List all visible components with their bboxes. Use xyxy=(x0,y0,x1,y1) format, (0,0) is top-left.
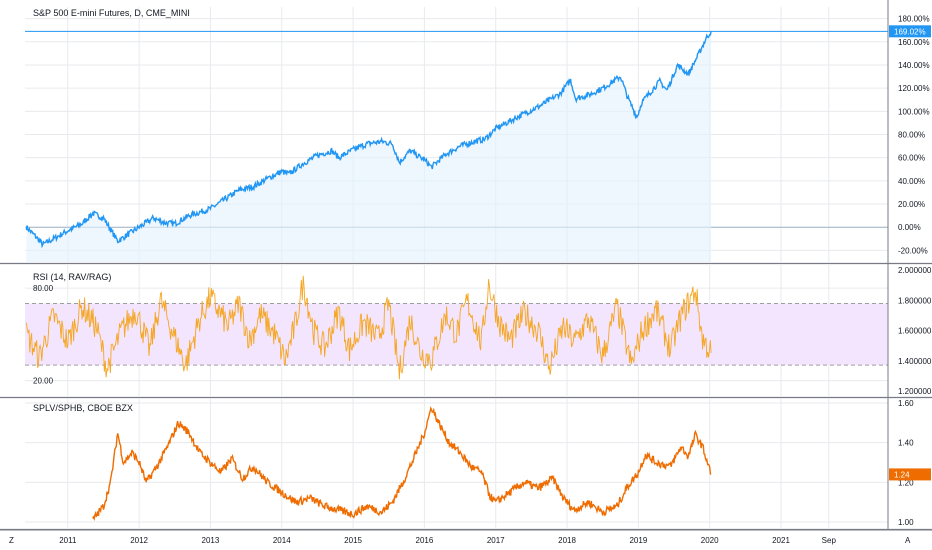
y-tick-label: 20.00% xyxy=(898,200,925,209)
y-tick-label: 140.00% xyxy=(898,61,930,70)
y-tick-label: 1.40 xyxy=(898,439,914,448)
x-tick-label: 2012 xyxy=(130,536,148,545)
x-tick-label: 2017 xyxy=(487,536,505,545)
x-tick-label: 2015 xyxy=(344,536,362,545)
y-tick-label: 80.00% xyxy=(898,131,925,140)
x-tick-label: 2014 xyxy=(273,536,291,545)
rsi-left-tick-label: 80.00 xyxy=(33,284,54,293)
rsi-right-tick-label: 2.000000 xyxy=(898,266,932,275)
y-tick-label: 0.00% xyxy=(898,223,921,232)
y-tick-label: 1.60 xyxy=(898,399,914,408)
rsi-right-tick-label: 1.600000 xyxy=(898,327,932,336)
zoom-button[interactable]: Z xyxy=(9,536,14,545)
y-tick-label: 1.00 xyxy=(898,518,914,527)
y-tick-label: -20.00% xyxy=(898,246,928,255)
last-value-label: 169.02% xyxy=(894,27,926,36)
y-tick-label: 100.00% xyxy=(898,107,930,116)
pane-3-title: SPLV/SPHB, CBOE BZX xyxy=(33,403,133,413)
y-tick-label: 120.00% xyxy=(898,84,930,93)
y-tick-label: 1.20 xyxy=(898,478,914,487)
series-area xyxy=(26,31,712,262)
auto-scale-button[interactable]: A xyxy=(905,536,911,545)
rsi-right-tick-label: 1.400000 xyxy=(898,357,932,366)
x-tick-label: 2018 xyxy=(558,536,576,545)
splv-sphb-line xyxy=(92,405,712,522)
pane-2-title: RSI (14, RAV/RAG) xyxy=(33,272,111,282)
rsi-left-tick-label: 20.00 xyxy=(33,377,54,386)
last-value-label: 1.24 xyxy=(894,470,910,479)
x-tick-label: Sep xyxy=(822,536,837,545)
last-value-badge xyxy=(889,468,931,481)
pane-1-title: S&P 500 E-mini Futures, D, CME_MINI xyxy=(33,8,190,18)
x-tick-label: 2020 xyxy=(701,536,719,545)
rsi-right-tick-label: 1.200000 xyxy=(898,387,932,396)
x-axis: 2011 2012 2013 2014 2015 2016 2017 2018 2019 2020… xyxy=(59,536,836,545)
y-tick-label: 160.00% xyxy=(898,38,930,47)
rsi-line xyxy=(25,275,712,380)
y-tick-label: 40.00% xyxy=(898,177,925,186)
x-tick-label: 2013 xyxy=(202,536,220,545)
y-tick-label: 60.00% xyxy=(898,154,925,163)
sp500-line xyxy=(25,31,712,249)
x-tick-label: 2021 xyxy=(772,536,790,545)
x-tick-label: 2019 xyxy=(629,536,647,545)
x-tick-label: 2011 xyxy=(59,536,77,545)
rsi-right-tick-label: 1.800000 xyxy=(898,296,932,305)
chart-panes: 180.00% 160.00% 140.00% 120.00% 100.00% 80.00… xyxy=(0,0,932,531)
x-tick-label: 2016 xyxy=(416,536,434,545)
last-value-badge xyxy=(889,25,931,38)
y-tick-label: 180.00% xyxy=(898,15,930,24)
